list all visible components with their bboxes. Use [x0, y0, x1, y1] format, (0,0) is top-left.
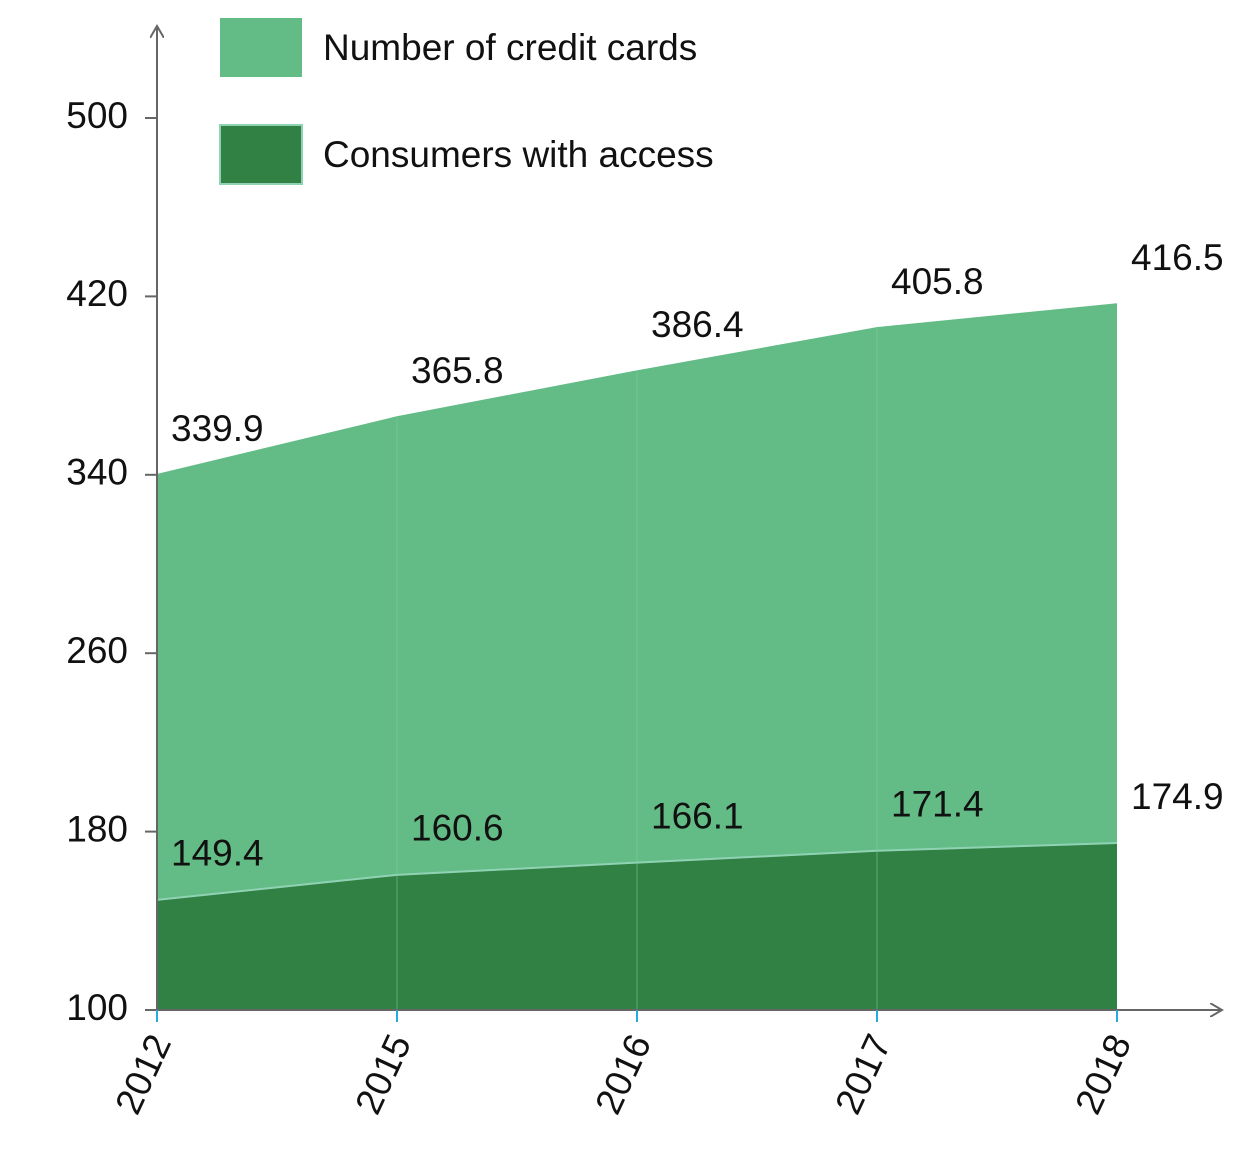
y-tick-label: 420 — [66, 273, 128, 314]
y-tick-label: 340 — [66, 452, 128, 493]
data-label: 166.1 — [651, 795, 744, 836]
data-label: 386.4 — [651, 304, 744, 345]
data-label: 160.6 — [411, 808, 504, 849]
x-tick-label: 2018 — [1067, 1028, 1139, 1120]
x-tick-label: 2012 — [107, 1028, 179, 1120]
y-tick-label: 500 — [66, 95, 128, 136]
data-label: 416.5 — [1131, 237, 1224, 278]
x-tick-label: 2017 — [827, 1028, 899, 1120]
legend-label: Number of credit cards — [323, 27, 697, 68]
data-label: 174.9 — [1131, 776, 1224, 817]
plot-area — [156, 303, 1118, 1011]
legend-label: Consumers with access — [323, 134, 714, 175]
y-tick-label: 100 — [66, 987, 128, 1028]
x-tick-label: 2016 — [587, 1028, 659, 1120]
y-tick-label: 260 — [66, 630, 128, 671]
data-label: 365.8 — [411, 350, 504, 391]
data-label: 405.8 — [891, 261, 984, 302]
x-tick-label: 2015 — [347, 1028, 419, 1120]
data-label: 149.4 — [171, 833, 264, 874]
legend-swatch — [219, 124, 303, 185]
data-label: 171.4 — [891, 784, 984, 825]
y-tick-label: 180 — [66, 808, 128, 849]
data-label: 339.9 — [171, 408, 264, 449]
legend-swatch — [220, 18, 302, 77]
